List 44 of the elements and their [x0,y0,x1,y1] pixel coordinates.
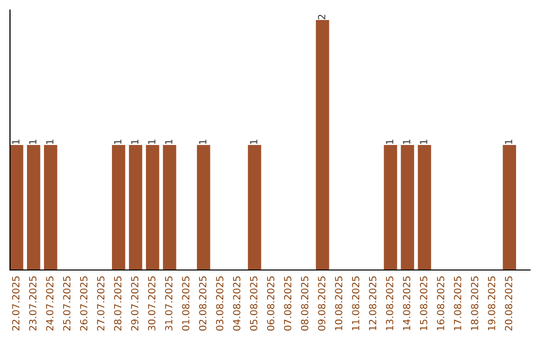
data-label: 2 [318,14,326,20]
x-tick-label: 28.07.2025 [114,276,122,331]
x-tick-label: 02.08.2025 [199,276,206,331]
x-tick-label: 17.08.2025 [454,276,462,330]
x-tick-label: 19.08.2025 [488,276,496,330]
x-tick-label: 22.07.2025 [12,276,20,331]
x-tick-label: 27.07.2025 [97,276,104,331]
x-tick-label: 01.08.2025 [182,276,190,331]
x-tick-label: 14.08.2025 [402,276,410,330]
x-tick-label: 15.08.2025 [420,276,428,330]
data-label: 1 [420,140,428,144]
x-tick-label: 25.07.2025 [63,276,70,331]
x-tick-label: 12.08.2025 [368,276,376,330]
x-tick-label: 20.08.2025 [504,276,512,331]
data-label: 1 [114,140,122,144]
data-label: 1 [46,140,54,144]
x-tick-label: 07.08.2025 [284,276,292,331]
x-tick-label: 30.07.2025 [148,276,156,330]
x-tick-label: 16.08.2025 [436,276,444,330]
x-tick-label: 09.08.2025 [318,276,326,331]
data-label: 1 [386,140,394,144]
data-label: 1 [505,140,512,144]
x-tick-label: 03.08.2025 [216,276,224,331]
x-tick-label: 11.08.2025 [352,276,360,330]
x-tick-label: 23.07.2025 [29,276,36,331]
data-label: 1 [165,140,172,144]
data-label: 1 [199,140,206,144]
data-label: 1 [250,140,258,144]
x-tick-label: 10.08.2025 [334,276,342,330]
x-tick-label: 08.08.2025 [300,276,308,331]
x-tick-label: 26.07.2025 [80,276,88,331]
data-label: 1 [29,140,36,144]
x-tick-label: 18.08.2025 [470,276,478,330]
x-tick-label: 24.07.2025 [46,276,54,331]
data-label: 1 [403,140,410,144]
x-tick-label: 06.08.2025 [266,276,274,331]
x-tick-label: 13.08.2025 [386,276,394,330]
data-label: 1 [12,140,20,144]
x-tick-label: 05.08.2025 [250,276,258,331]
x-tick-label: 31.07.2025 [165,276,172,330]
data-label: 1 [148,140,156,144]
x-tick-label: 29.07.2025 [131,276,138,331]
x-tick-label: 04.08.2025 [233,276,240,331]
data-label: 1 [131,140,138,144]
